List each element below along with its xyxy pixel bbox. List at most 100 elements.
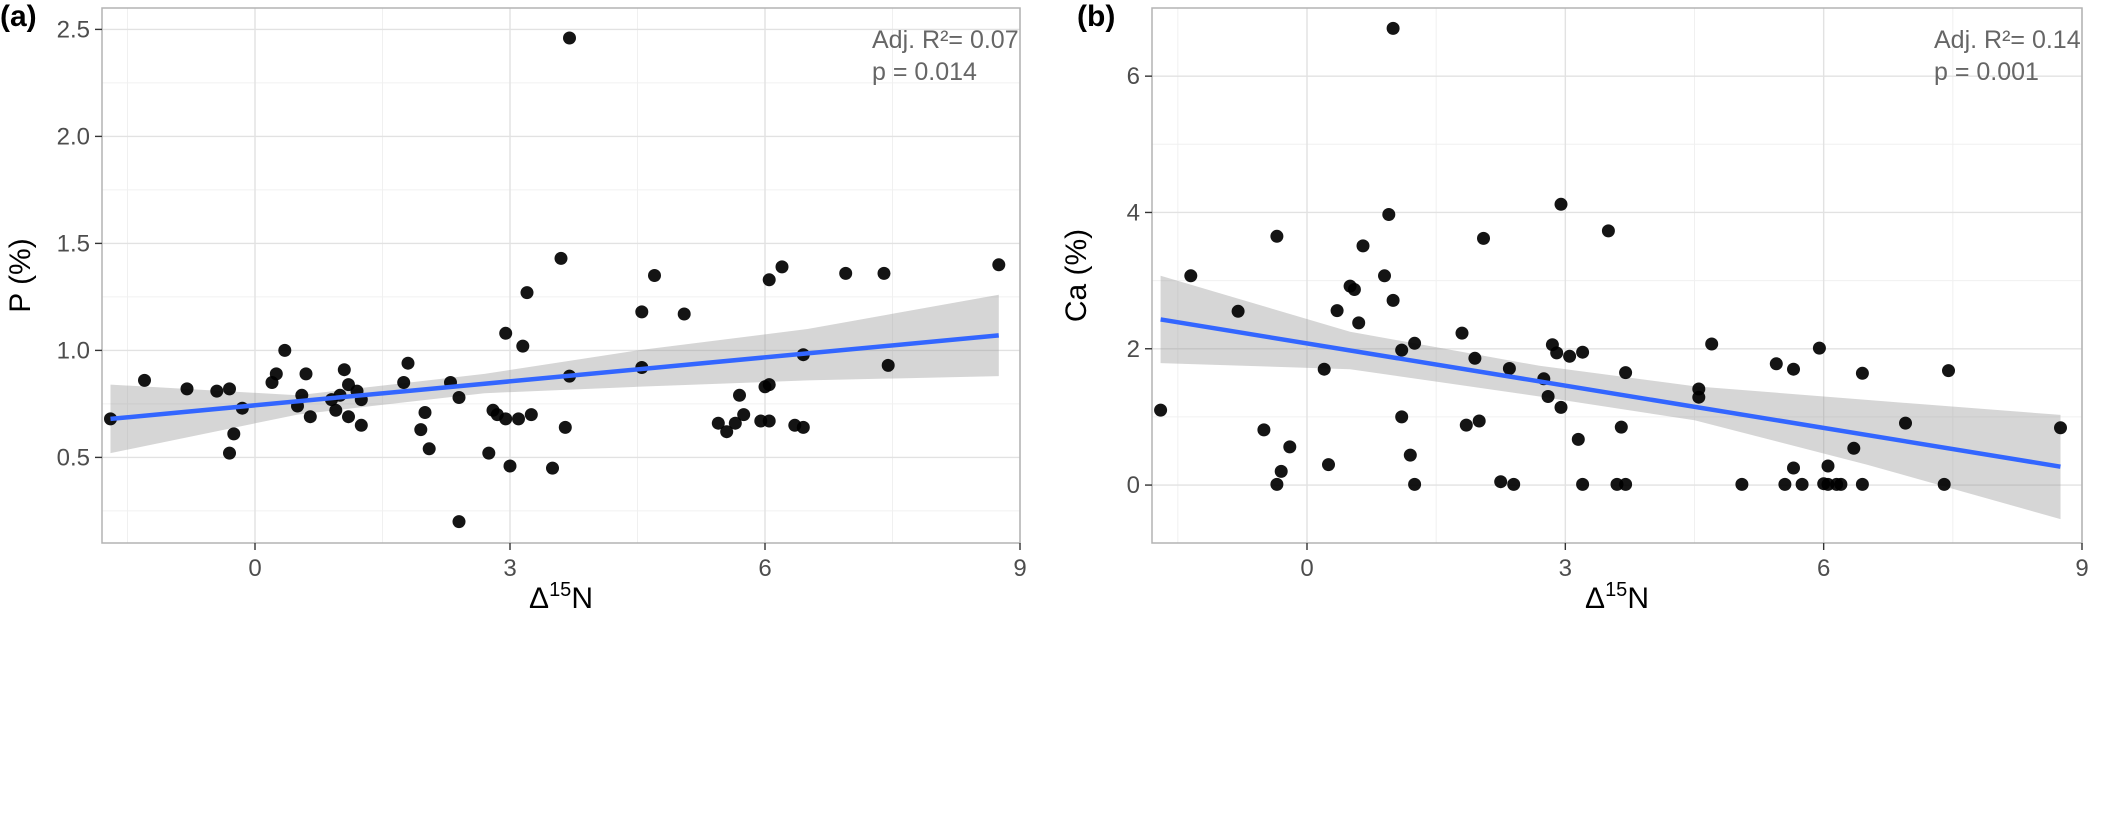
stat-annotation: p = 0.001 [1934,58,2039,86]
data-point [1378,269,1391,283]
data-point [1705,337,1719,351]
data-point [422,442,436,456]
data-point [452,515,466,529]
data-point [299,367,313,381]
panel-b-chart: 0 3 6 9 0 2 4 6 Δ15N Ca (%) (b) Adj. R²= 0.14 p = 0.… [1064,0,2089,615]
data-point [1787,362,1800,376]
data-point [138,373,151,387]
regression-line [1160,317,2061,469]
data-point [1619,366,1633,380]
data-point [1382,208,1396,221]
data-point [1550,346,1564,360]
data-point [503,459,517,473]
data-point [546,461,559,475]
data-point [1563,349,1577,363]
data-point [1735,477,1749,491]
data-point [397,376,411,389]
data-point [1619,477,1633,491]
data-point [482,446,496,460]
y-tick-label: 6 [1127,63,1140,90]
data-point [269,367,283,381]
data-point [762,273,776,287]
y-tick-label: 0.5 [57,444,90,471]
data-point [210,384,224,398]
data-point [1576,477,1590,491]
data-point [796,420,810,434]
data-point [558,420,572,434]
y-tick-label: 1.0 [57,337,90,364]
data-point [1408,477,1422,491]
data-point [1847,441,1861,455]
data-point [881,358,895,372]
data-point [303,410,317,424]
data-point [1408,336,1422,350]
data-point [342,410,355,424]
data-point [1347,283,1361,296]
data-point [223,382,236,396]
y-tick-label: 2.0 [57,123,90,150]
confidence-band [110,294,999,454]
data-point [2054,421,2067,435]
data-point [1787,461,1800,475]
data-point [1601,224,1615,238]
data-point [180,382,194,396]
data-point [1352,316,1366,330]
data-point [1395,410,1409,424]
data-point [720,425,734,439]
x-axis-title: Δ15N [529,579,593,615]
data-point [1455,326,1469,340]
data-point [516,339,530,353]
data-point [337,363,351,377]
data-point [1778,477,1792,491]
x-tick-label: 0 [248,555,261,582]
data-point [1769,357,1783,371]
data-point [227,427,241,441]
x-tick-label: 3 [503,555,516,582]
data-point [520,286,534,300]
data-point [728,416,742,430]
confidence-band [1160,275,2061,520]
data-point [1184,269,1198,283]
data-point [104,412,117,426]
data-point [563,31,576,45]
data-point [762,414,776,428]
data-point [1386,293,1400,307]
data-point [1274,464,1288,478]
x-tick-label: 9 [1013,555,1026,582]
data-point [1899,416,1912,430]
data-point [762,378,776,392]
data-point [223,446,236,460]
y-axis-title: Ca (%) [1064,229,1093,322]
data-point [1356,239,1370,253]
data-point [1571,432,1585,446]
y-tick-label: 0 [1127,472,1140,499]
stat-annotation: Adj. R²= 0.14 [1934,26,2081,54]
data-point [1821,459,1835,473]
x-tick-label: 6 [1817,555,1830,582]
data-point [1322,458,1335,472]
data-point [1834,477,1848,491]
data-point [1692,390,1706,404]
data-point [1330,304,1344,318]
regression-line [110,333,999,422]
data-point [1795,477,1809,491]
y-tick-label: 4 [1127,199,1140,226]
panel-border [101,7,1021,544]
y-tick-label: 2.5 [57,16,90,43]
data-point [839,266,853,280]
data-point [677,307,691,321]
data-point [1386,21,1400,35]
data-point [1502,362,1516,375]
data-point [1576,345,1590,359]
data-point [329,403,343,417]
panel-label: (b) [1077,0,1115,33]
data-point [1937,477,1951,491]
data-point [452,391,466,404]
data-point [1270,229,1284,243]
data-point [1942,364,1955,378]
data-point [1812,341,1826,355]
data-point [877,266,891,280]
stat-annotation: p = 0.014 [872,58,977,86]
data-point [1257,423,1271,437]
